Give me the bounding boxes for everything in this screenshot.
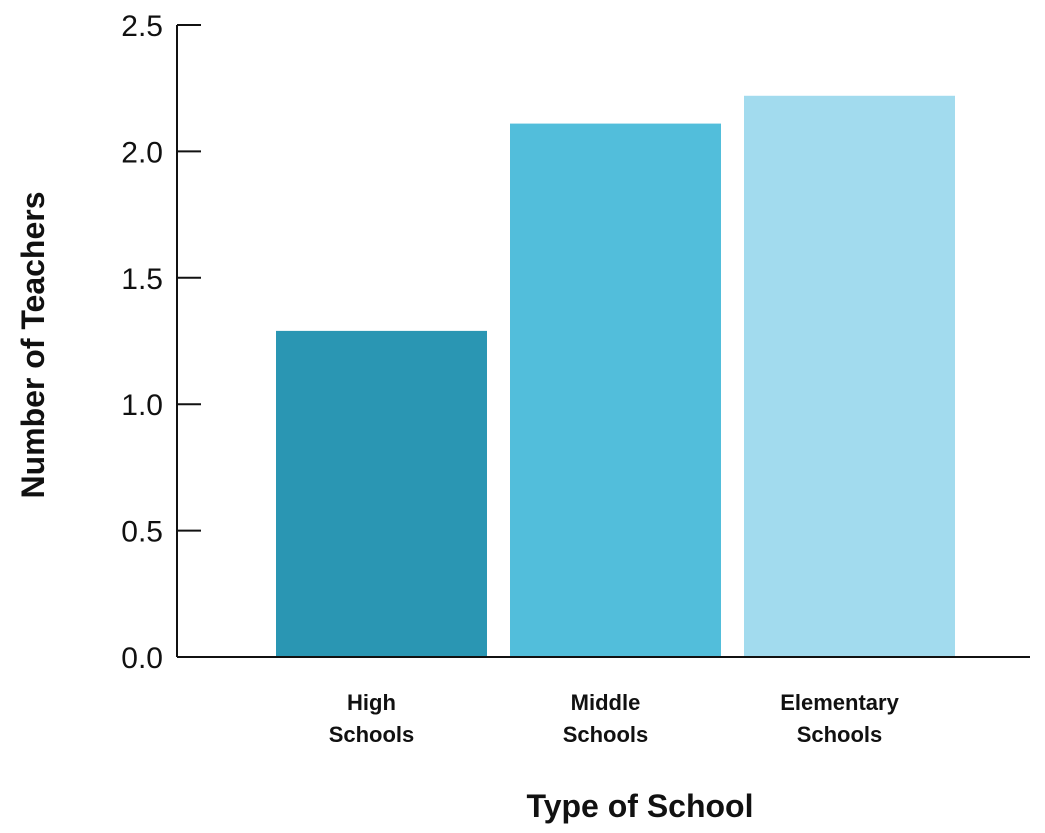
bar	[510, 123, 721, 658]
bar	[744, 95, 955, 657]
y-tick-label: 1.0	[121, 389, 163, 422]
bars-layer	[276, 95, 955, 658]
x-category-labels: High Schools Middle Schools Elementary School…	[329, 690, 900, 747]
y-tick-label: 0.5	[121, 516, 163, 549]
y-axis-title: Number of Teachers	[15, 191, 51, 498]
y-tick-label: 0.0	[121, 642, 163, 675]
y-tick-label: 2.0	[121, 136, 163, 169]
x-category-label: Middle	[571, 690, 641, 715]
x-category-label: Elementary	[780, 690, 899, 715]
y-tick-label: 1.5	[121, 263, 163, 296]
axes-layer	[176, 25, 1030, 658]
bar	[276, 330, 487, 657]
x-category-label: Schools	[563, 722, 649, 747]
x-category-label: Schools	[797, 722, 883, 747]
x-category-label: Schools	[329, 722, 415, 747]
y-tick-label: 2.5	[121, 10, 163, 43]
x-axis-title: Type of School	[527, 788, 754, 824]
x-category-label: High	[347, 690, 396, 715]
y-ticks: 0.0 0.5 1.0 1.5 2.0 2.5	[121, 10, 201, 675]
